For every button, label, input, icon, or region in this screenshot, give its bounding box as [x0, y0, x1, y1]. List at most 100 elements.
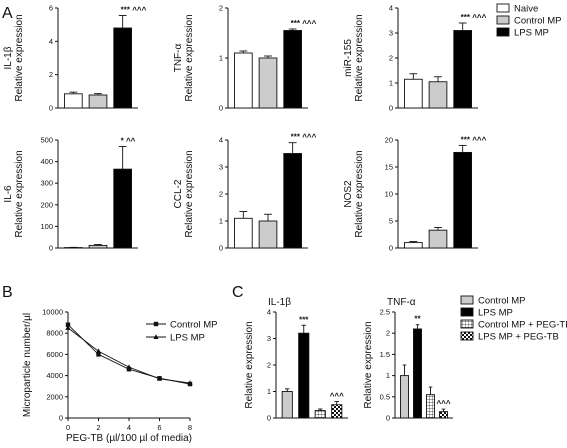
bar — [426, 394, 435, 419]
data-point — [95, 348, 102, 354]
y-tick-label: 100 — [40, 222, 53, 231]
data-point — [96, 352, 101, 357]
legend-swatch — [460, 295, 474, 305]
significance-label: ^^^ — [330, 392, 344, 401]
legend-label: LPS MP — [170, 333, 205, 344]
legend-swatch — [460, 319, 474, 329]
y-tick-label: 3 — [267, 334, 271, 343]
y-tick-label: 2.5 — [380, 308, 390, 317]
y-tick-label: 6000 — [46, 350, 63, 359]
bar-chart-1: 0 1 2 *** ^^^ TNF-α Relative expression — [173, 4, 317, 113]
y-tick-label: 2 — [386, 329, 390, 338]
bar — [331, 404, 343, 419]
significance-label: *** ^^^ — [291, 133, 317, 142]
bar — [258, 57, 278, 109]
legend-swatch — [496, 27, 510, 37]
significance-label: *** — [299, 315, 309, 324]
bar-chart-8: 0 0.5 1 1.5 2 2.5 ** ^^^ Relative expression TNF-… — [363, 297, 453, 423]
y-tick-label: 500 — [40, 136, 53, 145]
y-axis-label: CCL-2 — [173, 179, 184, 208]
y-axis-label: NOS2 — [343, 180, 354, 208]
legend-marker — [153, 321, 159, 327]
data-point — [65, 322, 71, 327]
bar — [404, 78, 423, 109]
x-tick-label: 8 — [188, 423, 192, 432]
y-axis-label: Relative expression — [184, 14, 195, 101]
legend-swatch — [496, 3, 510, 13]
data-point — [126, 364, 132, 370]
bar-chart-5: 0 5 10 15 20 *** ^^^ NOS2 Relative expression — [343, 135, 487, 252]
data-point — [187, 380, 193, 386]
legend-label: Control MP + PEG-TB — [478, 320, 567, 331]
chart-title: IL-1β — [268, 297, 291, 308]
y-tick-label: 4 — [389, 4, 393, 13]
data-point — [126, 367, 132, 372]
y-tick-label: 10000 — [42, 308, 63, 317]
x-tick-label: 0 — [66, 423, 70, 432]
y-tick-label: 1 — [219, 54, 223, 63]
y-tick-label: 0 — [386, 414, 390, 423]
bar — [283, 153, 302, 249]
y-tick-label: 0 — [49, 104, 53, 113]
y-tick-label: 2 — [219, 190, 223, 199]
y-axis-label: Relative expression — [184, 150, 195, 237]
bar-chart-0: 0 2 4 6 *** ^^^ IL-1β Relative expression — [3, 4, 147, 113]
y-tick-label: 4000 — [46, 371, 63, 380]
y-tick-label: 1 — [389, 79, 393, 88]
panel-letter-a: A — [2, 5, 13, 22]
y-tick-label: 5 — [389, 217, 393, 226]
y-axis-label: miR-155 — [343, 39, 354, 77]
bar-chart-4: 0 1 2 3 4 *** ^^^ CCL-2 Relative expression — [173, 133, 317, 253]
y-axis-label: Relative expression — [354, 150, 365, 237]
bar — [298, 332, 310, 419]
y-axis-label: Relative expression — [14, 150, 25, 237]
bar — [258, 220, 278, 249]
data-point — [156, 375, 163, 381]
bar-chart-2: 0 1 2 3 4 *** ^^^ miR-155 Relative expression — [343, 4, 487, 113]
y-tick-label: 1 — [386, 371, 390, 380]
bar — [400, 375, 409, 419]
y-tick-label: 3 — [219, 163, 223, 172]
bar — [281, 391, 293, 419]
y-tick-label: 0 — [219, 244, 223, 253]
significance-label: *** ^^^ — [291, 19, 317, 28]
bar-chart-3: 0 100 200 300 400 500 * ^^ IL-6 Relative express… — [3, 136, 138, 253]
panel-letter-c: C — [232, 284, 244, 301]
x-tick-label: 2 — [96, 423, 100, 432]
y-tick-label: 2 — [49, 70, 53, 79]
y-tick-label: 4 — [219, 136, 223, 145]
legend-label: LPS MP + PEG-TB — [478, 332, 559, 343]
line-chart: 0 2000 4000 6000 8000 10000 0 2 4 6 8 Control MP LPS… — [22, 308, 218, 445]
legend-label: LPS MP — [514, 28, 549, 39]
y-tick-label: 300 — [40, 179, 53, 188]
legend-label: Control MP — [514, 16, 562, 27]
y-tick-label: 4 — [49, 37, 53, 46]
bar — [88, 94, 108, 109]
legend-swatch — [460, 331, 474, 341]
y-tick-label: 400 — [40, 157, 53, 166]
bar — [234, 52, 253, 109]
bar — [404, 242, 423, 249]
y-tick-label: 8000 — [46, 329, 63, 338]
legend-label: Naive — [514, 4, 538, 15]
y-axis-label: IL-6 — [3, 185, 14, 203]
bar — [64, 93, 83, 109]
significance-label: ** — [414, 315, 421, 324]
y-tick-label: 2 — [219, 4, 223, 13]
y-axis-label: TNF-α — [173, 44, 184, 73]
y-tick-label: 0.5 — [380, 392, 390, 401]
y-tick-label: 1 — [267, 387, 271, 396]
y-axis-label: Relative expression — [244, 321, 255, 408]
bar — [234, 217, 253, 249]
panel-letter-b: B — [2, 284, 13, 301]
y-tick-label: 200 — [40, 200, 53, 209]
y-tick-label: 4 — [267, 308, 271, 317]
legend-swatch — [460, 307, 474, 317]
legend-label: Control MP — [170, 320, 218, 331]
y-tick-label: 3 — [389, 29, 393, 38]
bar — [439, 411, 448, 419]
